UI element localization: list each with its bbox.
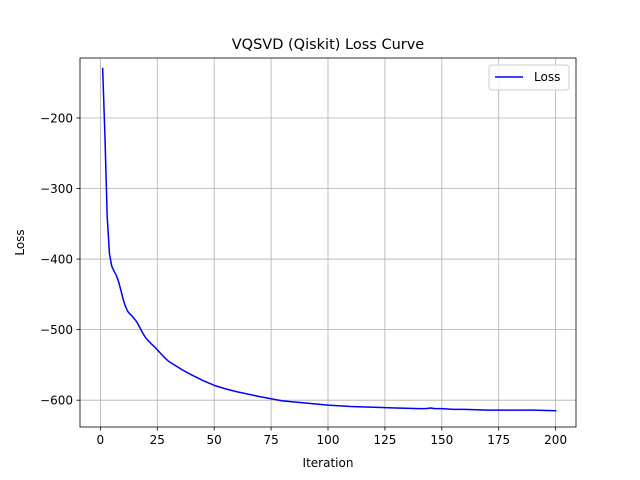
y-axis-label: Loss bbox=[13, 229, 27, 255]
x-tick-label: 25 bbox=[150, 433, 165, 447]
chart-title: VQSVD (Qiskit) Loss Curve bbox=[232, 37, 425, 53]
y-tick-label: −300 bbox=[40, 182, 73, 196]
y-gridlines bbox=[80, 117, 576, 401]
x-tick-label: 150 bbox=[430, 433, 453, 447]
series-line-loss bbox=[101, 67, 557, 412]
x-tick-label: 75 bbox=[263, 433, 278, 447]
y-axis-ticks: −600 −500 −400 −300 −200 bbox=[40, 111, 80, 407]
legend-label-loss: Loss bbox=[534, 70, 560, 84]
x-tick-label: 100 bbox=[317, 433, 340, 447]
x-tick-label: 0 bbox=[97, 433, 105, 447]
x-tick-label: 175 bbox=[487, 433, 510, 447]
y-tick-label: −500 bbox=[40, 323, 73, 337]
x-tick-label: 200 bbox=[544, 433, 567, 447]
x-gridlines bbox=[99, 58, 557, 427]
x-tick-label: 50 bbox=[207, 433, 222, 447]
x-axis-label: Iteration bbox=[303, 456, 354, 470]
y-tick-label: −600 bbox=[40, 393, 73, 407]
legend: Loss bbox=[488, 64, 570, 91]
legend-box bbox=[488, 64, 570, 91]
x-axis-ticks: 0 25 50 75 100 125 150 175 200 bbox=[97, 427, 567, 447]
y-tick-label: −200 bbox=[40, 111, 73, 125]
y-tick-label: −400 bbox=[40, 252, 73, 266]
x-tick-label: 125 bbox=[373, 433, 396, 447]
